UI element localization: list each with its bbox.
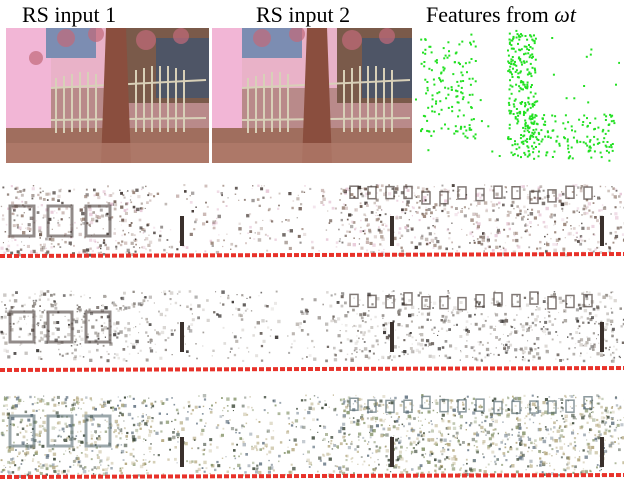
rs-input-1-image xyxy=(6,28,209,163)
features-image xyxy=(415,28,620,163)
label-features: Features from ωt xyxy=(426,2,576,28)
label-features-prefix: Features from xyxy=(426,2,555,27)
reconstruction-row-3 xyxy=(0,386,624,497)
label-rs-input-1: RS input 1 xyxy=(22,2,117,27)
label-features-symbol: ωt xyxy=(554,2,576,27)
reconstruction-row-1 xyxy=(0,176,624,276)
rs-input-2-image xyxy=(212,28,412,163)
label-rs-input-2: RS input 2 xyxy=(256,2,351,27)
reconstruction-row-2 xyxy=(0,282,624,382)
